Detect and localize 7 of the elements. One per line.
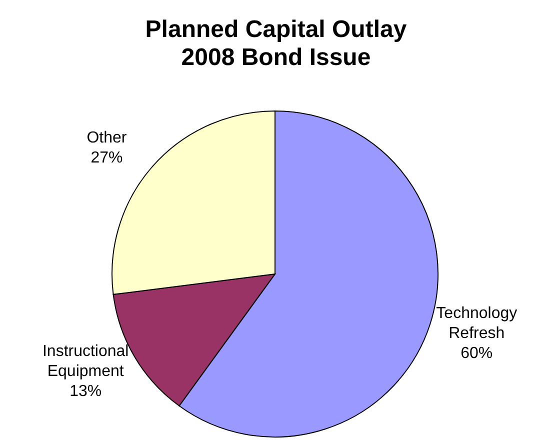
slice-label: Instructional Equipment <box>42 343 129 380</box>
data-label: 27% <box>90 150 123 167</box>
data-label: 60% <box>460 345 493 362</box>
chart-title: Planned Capital Outlay 2008 Bond Issue <box>145 16 408 71</box>
slice-label: Other <box>86 130 128 147</box>
slice-label: Technology Refresh <box>436 305 518 342</box>
data-label: 13% <box>70 383 102 400</box>
